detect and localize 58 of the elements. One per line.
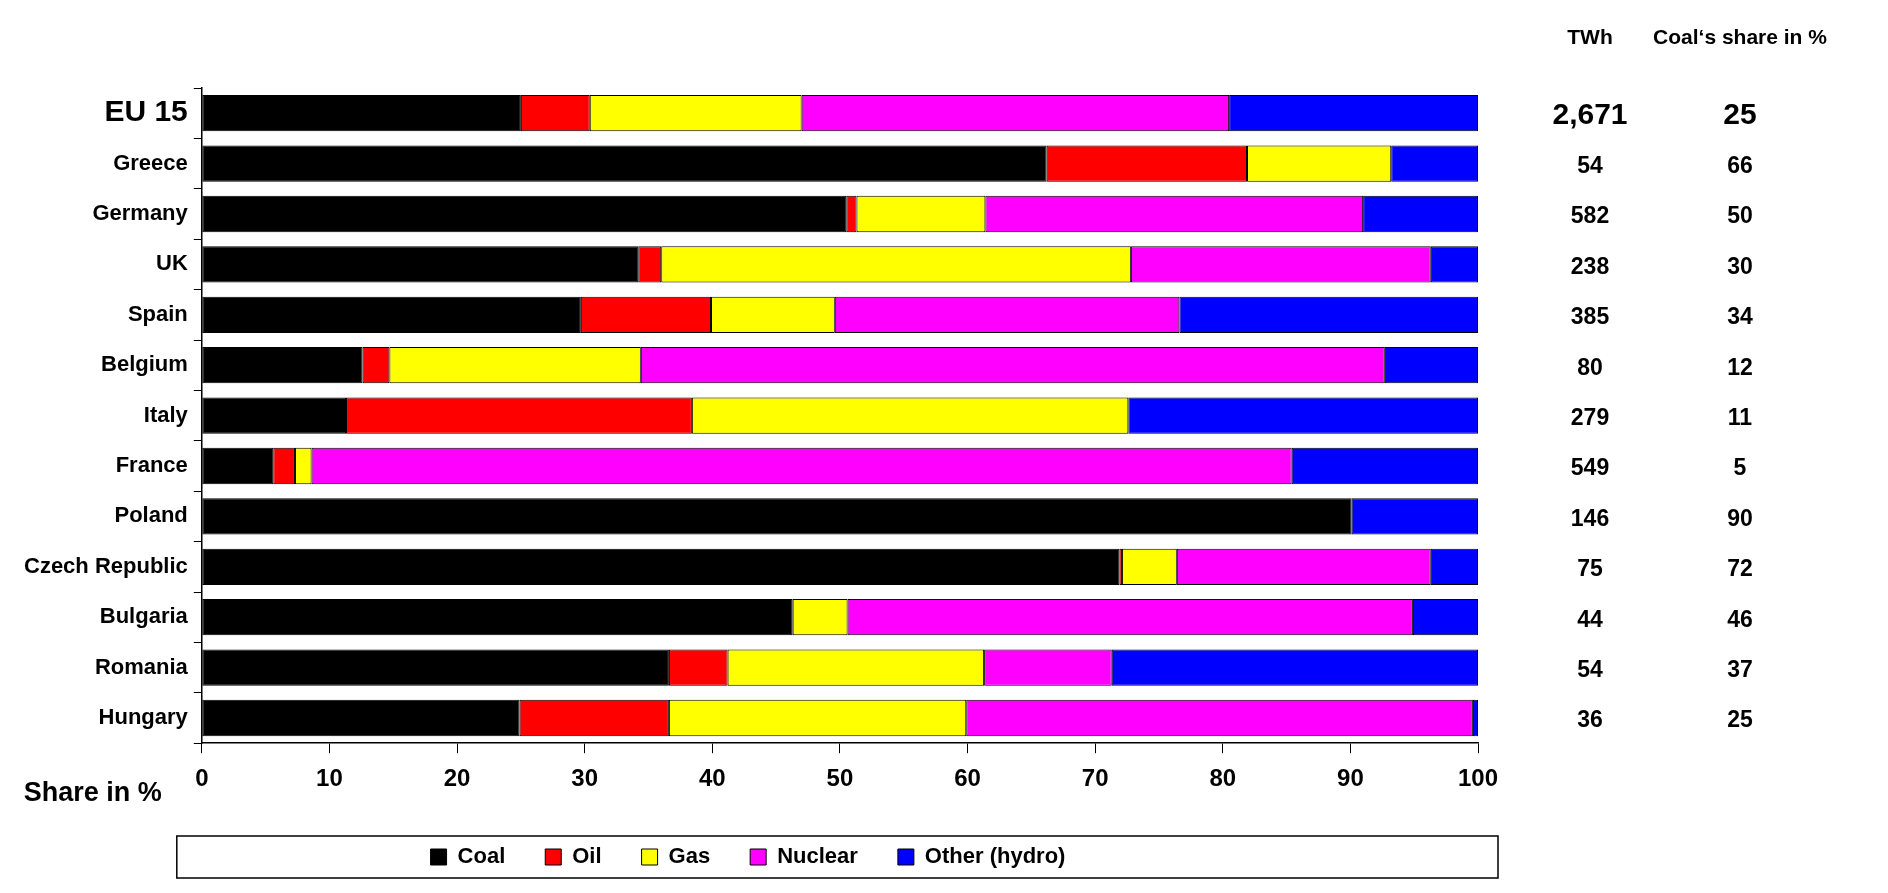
x-tick-label: 80	[1209, 764, 1237, 792]
x-tick-label: 10	[316, 764, 343, 792]
text: 37	[1727, 655, 1753, 682]
y-tick-label: Belgium	[101, 351, 188, 377]
legend-label: Oil	[572, 843, 602, 869]
y-tick-label: Hungary	[98, 704, 189, 730]
text: 66	[1727, 151, 1753, 178]
legend-label: Gas	[668, 843, 711, 869]
text: 582	[1570, 202, 1610, 229]
text: 80	[1577, 353, 1603, 380]
text: 25	[1723, 97, 1757, 131]
y-tick-label: Czech Republic	[24, 552, 188, 578]
text: 385	[1570, 303, 1610, 330]
text: 75	[1577, 555, 1603, 582]
text: 11	[1727, 403, 1753, 430]
y-tick-label: Greece	[113, 149, 188, 175]
x-tick-label: 50	[826, 764, 854, 792]
text: 25	[1727, 706, 1753, 733]
text: 54	[1577, 151, 1603, 178]
legend-label: Coal	[457, 843, 506, 869]
x-tick-label: 20	[443, 764, 471, 792]
y-tick-label: Bulgaria	[99, 603, 189, 629]
y-tick-label: UK	[156, 250, 188, 276]
x-tick-label: 0	[195, 764, 209, 792]
text: 12	[1727, 353, 1753, 380]
text: 46	[1727, 605, 1753, 632]
y-tick-label: Romania	[94, 653, 189, 679]
text: TWh	[1567, 24, 1613, 48]
text: 279	[1570, 403, 1610, 430]
text: 34	[1727, 303, 1753, 330]
legend-label: Other (hydro)	[924, 843, 1066, 869]
text: 44	[1577, 605, 1603, 632]
x-tick-label: 90	[1337, 764, 1364, 792]
x-tick-label: 40	[698, 764, 726, 792]
x-tick-label: 70	[1081, 764, 1109, 792]
x-tick-label: 100	[1457, 764, 1499, 792]
legend-label: Nuclear	[777, 843, 859, 869]
text: 72	[1727, 555, 1753, 582]
x-axis-title: Share in %	[23, 776, 162, 807]
y-tick-label: EU 15	[104, 94, 188, 128]
text: 50	[1727, 202, 1753, 229]
y-tick-label: Spain	[127, 300, 188, 326]
x-tick-label: 60	[954, 764, 981, 792]
y-tick-label: Germany	[92, 200, 189, 226]
text: 238	[1570, 252, 1610, 279]
text: 30	[1727, 252, 1753, 279]
text: 90	[1727, 504, 1753, 531]
text: 549	[1570, 454, 1610, 481]
text: 36	[1577, 706, 1603, 733]
text: 54	[1577, 655, 1603, 682]
text: 2,671	[1552, 97, 1628, 131]
y-tick-label: Italy	[143, 401, 189, 427]
text: Coal‘s share in %	[1653, 24, 1828, 48]
y-tick-label: Poland	[114, 502, 188, 528]
text: 5	[1733, 454, 1747, 481]
text: 146	[1570, 504, 1610, 531]
y-tick-label: France	[115, 452, 188, 478]
x-tick-label: 30	[571, 764, 599, 792]
